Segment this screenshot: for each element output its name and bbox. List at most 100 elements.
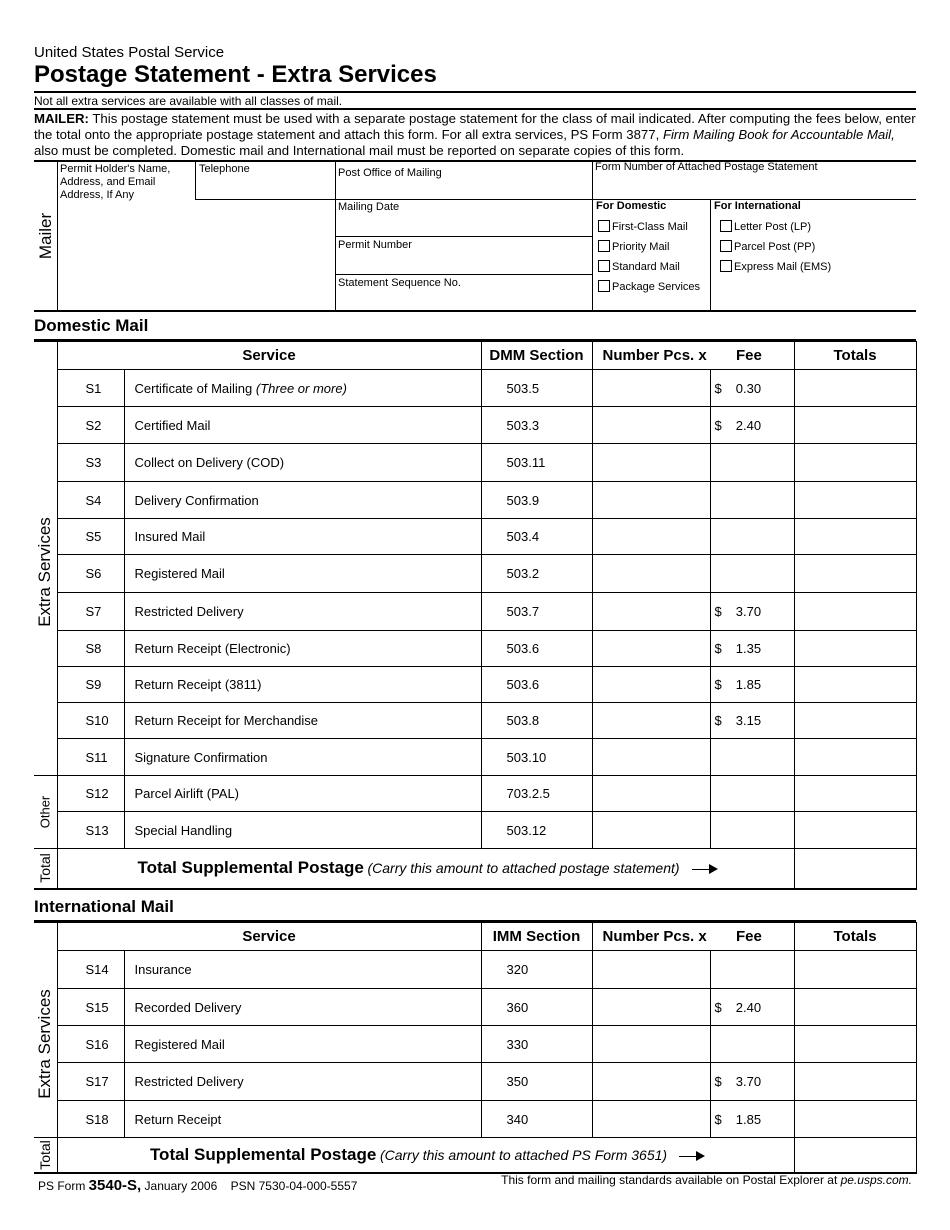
fee: [709, 738, 795, 776]
instructions-text: This postage statement must be used with…: [34, 111, 916, 142]
col-service: Service: [56, 922, 482, 951]
checkbox-international[interactable]: Letter Post (LP): [720, 220, 811, 233]
number-pieces-input[interactable]: [591, 630, 711, 667]
total-input[interactable]: [793, 738, 917, 776]
checkbox-icon[interactable]: [598, 280, 610, 292]
number-pieces-input[interactable]: [591, 554, 711, 593]
number-pieces-input[interactable]: [591, 950, 711, 989]
service-name: Signature Confirmation: [123, 738, 482, 776]
checkbox-international[interactable]: Express Mail (EMS): [720, 260, 831, 273]
checkbox-icon[interactable]: [598, 220, 610, 232]
number-pieces-input[interactable]: [591, 1062, 711, 1101]
number-pieces-input[interactable]: [591, 481, 711, 519]
total-input[interactable]: [793, 1100, 917, 1138]
col-number: Number Pcs. x: [591, 922, 711, 951]
total-input[interactable]: [793, 702, 917, 739]
section: 503.11: [480, 443, 593, 482]
total-input[interactable]: [793, 369, 917, 407]
total-input[interactable]: [793, 481, 917, 519]
total-input[interactable]: [793, 1025, 917, 1063]
total-input[interactable]: [793, 443, 917, 482]
col-section: IMM Section: [480, 922, 593, 951]
checkbox-domestic[interactable]: Standard Mail: [598, 260, 680, 273]
number-pieces-input[interactable]: [591, 406, 711, 444]
table-row: S18 Return Receipt 340 $1.85: [34, 1100, 917, 1138]
checkbox-domestic[interactable]: Package Services: [598, 280, 700, 293]
number-pieces-input[interactable]: [591, 666, 711, 703]
number-pieces-input[interactable]: [591, 775, 711, 812]
number-pieces-input[interactable]: [591, 518, 711, 555]
total-input[interactable]: [793, 630, 917, 667]
total-instructions: (Carry this amount to attached PS Form 3…: [379, 1146, 668, 1163]
service-code: S9: [56, 666, 125, 703]
number-pieces-input[interactable]: [591, 1025, 711, 1063]
checkbox-domestic[interactable]: Priority Mail: [598, 240, 669, 253]
section: 503.12: [480, 811, 593, 849]
checkbox-label: First-Class Mail: [612, 221, 688, 233]
table-row: S8 Return Receipt (Electronic) 503.6 $1.35: [34, 630, 917, 667]
permit-holder-field[interactable]: Permit Holder's Name, Address, and Email…: [60, 163, 171, 201]
section: 503.10: [480, 738, 593, 776]
col-fee: Fee: [710, 922, 795, 951]
fee: [709, 554, 795, 593]
divider: [34, 91, 916, 93]
number-pieces-input[interactable]: [591, 592, 711, 631]
total-row: Total Total Supplemental Postage (Carry t…: [34, 848, 917, 890]
checkbox-international[interactable]: Parcel Post (PP): [720, 240, 815, 253]
table-row: S16 Registered Mail 330: [34, 1025, 917, 1063]
service-code: S14: [56, 950, 125, 989]
arrow-right-icon: [691, 864, 718, 875]
service-code: S16: [56, 1025, 125, 1063]
total-supplemental-input[interactable]: [793, 848, 917, 890]
total-input[interactable]: [793, 518, 917, 555]
mailing-date-field[interactable]: Mailing Date: [338, 201, 400, 213]
total-input[interactable]: [793, 1062, 917, 1101]
domestic-heading: Domestic Mail: [34, 316, 149, 335]
section: 503.3: [480, 406, 593, 444]
total-supplemental-input[interactable]: [793, 1137, 917, 1174]
service-code: S3: [56, 443, 125, 482]
total-input[interactable]: [793, 775, 917, 812]
checkbox-icon[interactable]: [598, 260, 610, 272]
checkbox-icon[interactable]: [720, 240, 732, 252]
post-office-field[interactable]: Post Office of Mailing: [338, 167, 442, 179]
page-title: Postage Statement - Extra Services: [34, 61, 437, 88]
number-pieces-input[interactable]: [591, 738, 711, 776]
fee: [709, 950, 795, 989]
checkbox-icon[interactable]: [720, 220, 732, 232]
number-pieces-input[interactable]: [591, 811, 711, 849]
number-pieces-input[interactable]: [591, 369, 711, 407]
total-input[interactable]: [793, 988, 917, 1026]
divider: [34, 108, 916, 110]
fee: $3.70: [709, 592, 795, 631]
total-input[interactable]: [793, 592, 917, 631]
number-pieces-input[interactable]: [591, 702, 711, 739]
service-code: S7: [56, 592, 125, 631]
total-input[interactable]: [793, 950, 917, 989]
telephone-field[interactable]: Telephone: [199, 163, 250, 175]
fee: $1.85: [709, 666, 795, 703]
checkbox-icon[interactable]: [720, 260, 732, 272]
checkbox-label: Priority Mail: [612, 241, 670, 253]
permit-number-field[interactable]: Permit Number: [338, 239, 412, 251]
fee: $3.70: [709, 1062, 795, 1101]
number-pieces-input[interactable]: [591, 443, 711, 482]
col-fee: Fee: [710, 341, 795, 370]
checkbox-icon[interactable]: [598, 240, 610, 252]
number-pieces-input[interactable]: [591, 988, 711, 1026]
domestic-table: Service DMM Section Number Pcs. x Fee Totals…: [34, 341, 917, 890]
form-number-field[interactable]: Form Number of Attached Postage Statemen…: [595, 161, 818, 173]
col-totals: Totals: [793, 341, 917, 370]
total-input[interactable]: [793, 406, 917, 444]
service-name: Certificate of Mailing (Three or more): [123, 369, 482, 407]
total-input[interactable]: [793, 554, 917, 593]
total-input[interactable]: [793, 811, 917, 849]
table-row: S10 Return Receipt for Merchandise 503.8 $3…: [34, 702, 917, 739]
number-pieces-input[interactable]: [591, 1100, 711, 1138]
service-name: Insured Mail: [123, 518, 482, 555]
website-link[interactable]: pe.usps.com.: [840, 1173, 912, 1187]
service-name: Return Receipt for Merchandise: [123, 702, 482, 739]
checkbox-domestic[interactable]: First-Class Mail: [598, 220, 688, 233]
statement-sequence-field[interactable]: Statement Sequence No.: [338, 277, 461, 289]
total-input[interactable]: [793, 666, 917, 703]
